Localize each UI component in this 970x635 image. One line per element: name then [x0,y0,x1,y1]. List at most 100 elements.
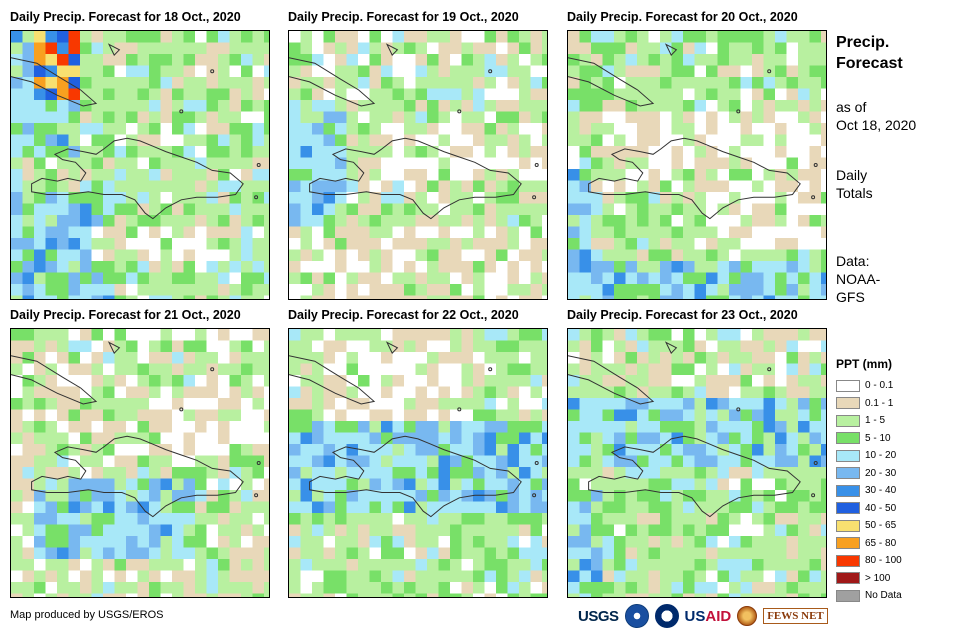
cuba-outline [289,57,376,107]
legend-item: No Data [836,587,902,605]
legend-item: 65 - 80 [836,535,902,553]
legend-label: No Data [865,590,902,602]
cuba-outline [11,57,98,107]
precip-map [10,30,270,300]
precip-raster [568,329,826,597]
data-source: Data: NOAA- GFS [836,252,880,306]
legend-item: 80 - 100 [836,552,902,570]
island-outline [813,163,818,167]
data-source-line3: GFS [836,289,865,305]
legend-swatch [836,449,860,462]
legend-label: 5 - 10 [865,432,891,444]
legend-item: 0 - 0.1 [836,377,902,395]
precip-map [288,30,548,300]
island-outline [179,109,184,114]
legend-swatch [836,432,860,445]
usaid-logo-part1: US [684,607,706,625]
usaid-seal-icon [654,604,679,628]
legend-item: 30 - 40 [836,482,902,500]
map-credit: Map produced by USGS/EROS [10,609,164,621]
hispaniola-outline [588,435,801,518]
precip-raster [289,329,547,597]
island-outline [767,69,772,74]
island-outline [457,109,462,114]
island-outline [736,407,741,412]
bahamas-outline [107,43,121,56]
bahamas-outline [107,341,121,354]
usgs-logo: USGS [578,607,619,625]
legend-swatch [836,589,860,602]
legend-swatch [836,502,860,515]
precip-legend: PPT (mm) 0 - 0.1 0.1 - 1 1 - 5 5 - 10 10 - 2… [836,357,902,605]
panel-title: Daily Precip. Forecast for 23 Oct., 2020 [567,308,798,322]
legend-item: 5 - 10 [836,430,902,448]
legend-swatch [836,397,860,410]
side-title-line1: Precip. [836,34,890,51]
legend-swatch [836,519,860,532]
legend-label: 20 - 30 [865,467,897,479]
precip-raster [11,329,269,597]
legend-label: 40 - 50 [865,502,897,514]
side-title-line2: Forecast [836,55,903,72]
legend-swatch [836,484,860,497]
cuba-outline [568,57,655,107]
island-outline [457,407,462,412]
island-outline [210,69,215,74]
island-outline [532,493,537,498]
bahamas-outline [385,341,399,354]
legend-label: 30 - 40 [865,485,897,497]
as-of-date: as of Oct 18, 2020 [836,98,916,134]
legend-label: 50 - 65 [865,520,897,532]
island-outline [256,163,261,167]
data-source-line1: Data: [836,253,870,269]
bahamas-outline [664,341,678,354]
island-outline [811,195,816,200]
legend-item: 0.1 - 1 [836,395,902,413]
hispaniola-outline [31,137,244,220]
legend-label: 80 - 100 [865,555,902,567]
island-outline [254,493,259,498]
panel-title: Daily Precip. Forecast for 20 Oct., 2020 [567,10,798,24]
precip-raster [289,31,547,299]
legend-label: 65 - 80 [865,537,897,549]
island-outline [256,461,261,465]
legend-swatch [836,572,860,585]
island-outline [210,367,215,372]
legend-label: > 100 [865,572,891,584]
as-of-label: as of [836,99,867,115]
legend-item: 10 - 20 [836,447,902,465]
bahamas-outline [385,43,399,56]
legend-swatch [836,414,860,427]
legend-label: 10 - 20 [865,450,897,462]
legend-swatch [836,537,860,550]
island-outline [532,195,537,200]
noaa-logo-icon [624,604,649,628]
bahamas-outline [664,43,678,56]
island-outline [736,109,741,114]
totals-line1: Daily [836,167,868,183]
side-title: Precip. Forecast [836,32,903,74]
island-outline [534,163,539,167]
island-outline [767,367,772,372]
island-outline [813,461,818,465]
hispaniola-outline [309,435,522,518]
precip-map [567,328,827,598]
fews-net-logo: FEWS NET [763,608,828,624]
usaid-logo-part2: AID [705,607,732,625]
legend-item: 20 - 30 [836,465,902,483]
island-outline [179,407,184,412]
legend-swatch [836,467,860,480]
island-outline [488,367,493,372]
precip-map [567,30,827,300]
hispaniola-outline [588,137,801,220]
legend-item: 40 - 50 [836,500,902,518]
panel-title: Daily Precip. Forecast for 22 Oct., 2020 [288,308,519,322]
hispaniola-outline [309,137,522,220]
legend-item: 50 - 65 [836,517,902,535]
precip-map [10,328,270,598]
cuba-outline [289,355,376,405]
logo-strip: USGS USAID FEWS NET [578,601,828,631]
as-of-value: Oct 18, 2020 [836,117,917,133]
cuba-outline [568,355,655,405]
legend-swatch [836,379,860,392]
